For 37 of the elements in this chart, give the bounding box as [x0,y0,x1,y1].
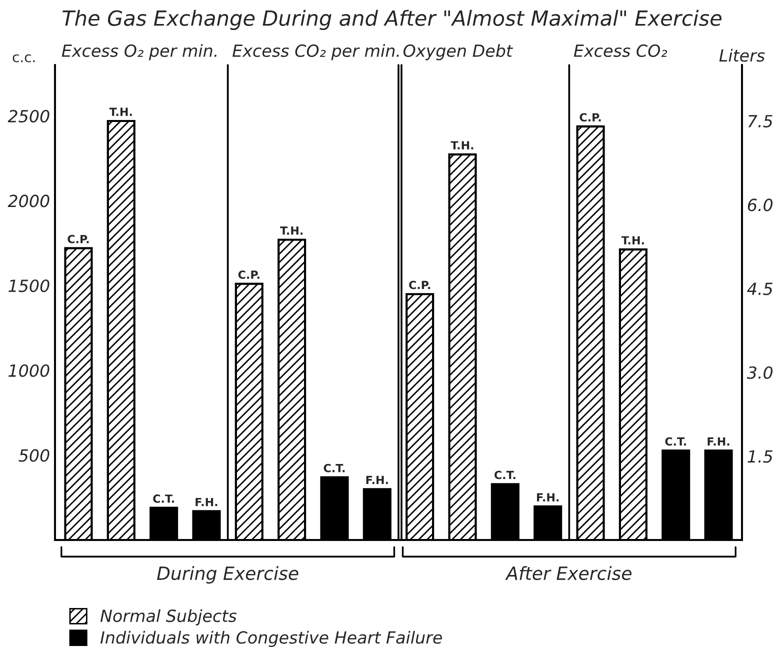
y-tick-label: 2000 [8,194,50,208]
text: During Exercise [157,566,298,584]
legend-label: Individuals with Congestive Heart Failure [100,630,442,647]
y-axis-title: c.c. [12,54,35,62]
y2-tick-label: 3.0 [746,366,773,379]
text: Oxygen Debt [403,44,514,60]
text: After Exercise [505,566,632,580]
x-tick-label: C.P. [409,280,430,290]
x-tick-label: C.P. [580,113,601,122]
text: Excess O₂ per min. [62,44,216,60]
y2-tick-label: 6.0 [748,198,773,212]
x-tick-label: T.H. [621,236,644,244]
x-tick-label: C.P. [68,234,89,244]
y-tick-label: 500 [18,449,50,462]
text: Excess CO₂ per min. [232,44,399,60]
y2-tick-label: 7.5 [748,115,772,128]
x-tick-label: C.T. [324,464,345,472]
x-tick-label: T.H. [450,141,474,150]
x-tick-label: C.P. [238,270,260,279]
legend-label: Normal Subjects [100,609,237,626]
y-tick-label: 1000 [8,364,50,377]
y-tick-label: 2500 [8,110,50,122]
x-tick-label: F.H. [366,476,388,484]
x-tick-label: F.H. [196,498,218,506]
y2-axis-title: Liters [719,48,765,62]
text: Excess CO₂ [574,44,668,58]
y-tick-label: 1500 [8,280,50,292]
y2-tick-label: 1.5 [748,450,772,463]
x-tick-label: T.H. [280,226,303,235]
x-tick-label: C.T. [494,470,516,480]
x-tick-label: C.T. [665,437,686,446]
x-tick-label: F.H. [537,493,559,502]
chart-title: The Gas Exchange During and After "Almost Maximal" Exercise [62,10,722,30]
y2-tick-label: 4.5 [747,282,772,296]
x-tick-label: F.H. [708,437,730,446]
x-tick-label: T.H. [109,108,132,116]
x-tick-label: C.T. [153,494,174,503]
